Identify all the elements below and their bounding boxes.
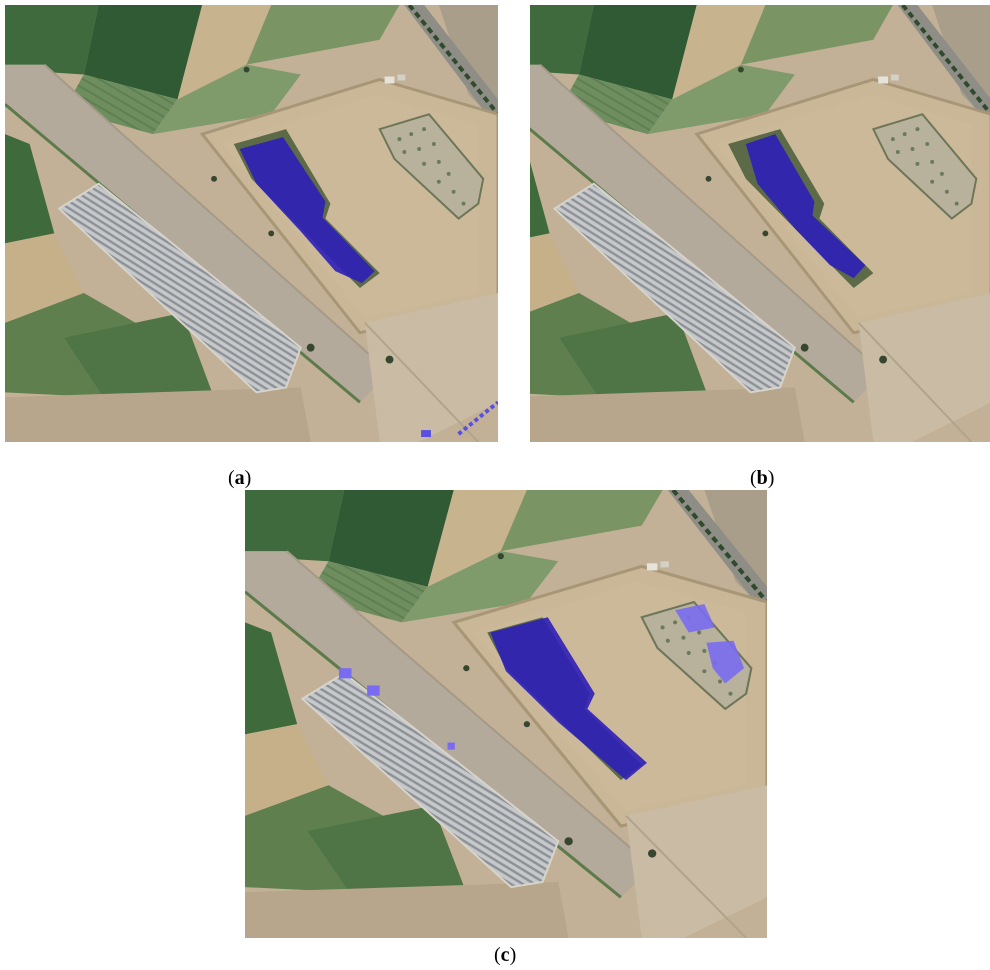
caption-b-label: b <box>756 467 768 489</box>
satellite-image-b <box>530 5 990 442</box>
caption-a-label: a <box>234 467 245 489</box>
satellite-scene-c <box>245 490 767 938</box>
caption-a: (a) <box>228 467 252 489</box>
satellite-scene-a <box>5 5 498 442</box>
satellite-scene-b <box>530 5 990 442</box>
segmentation-mask-c <box>338 604 745 781</box>
caption-c-label: c <box>500 944 510 966</box>
caption-b: (b) <box>750 467 775 489</box>
segmentation-mask-b <box>745 134 866 279</box>
caption-c: (c) <box>494 944 517 966</box>
satellite-image-a <box>5 5 498 442</box>
segmentation-mask-a <box>239 137 498 438</box>
satellite-image-c <box>245 490 767 938</box>
